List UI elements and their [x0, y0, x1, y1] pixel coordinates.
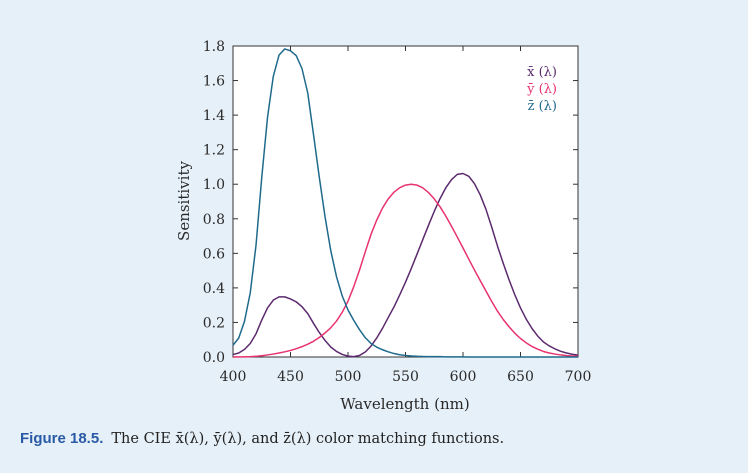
y-tick-label: 0.4	[203, 281, 225, 297]
series-line-2	[232, 183, 579, 358]
legend-entry-2: ȳ (λ)	[526, 82, 557, 97]
y-tick-label: 1.8	[203, 39, 225, 55]
plot-area	[232, 45, 579, 358]
x-tick-label: 500	[335, 369, 362, 385]
x-tick-label: 400	[220, 369, 247, 385]
x-tick-label: 550	[392, 369, 419, 385]
series-line-1	[232, 172, 579, 358]
y-tick-label: 1.6	[203, 74, 225, 90]
x-tick-label: 600	[450, 369, 477, 385]
caption-label: Figure 18.5.	[20, 430, 104, 447]
x-tick-label: 700	[565, 369, 592, 385]
x-tick-label: 450	[277, 369, 304, 385]
y-axis-title: Sensitivity	[175, 161, 193, 241]
x-axis-title: Wavelength (nm)	[340, 395, 469, 413]
series-line-3	[232, 48, 578, 358]
series-lines	[232, 48, 579, 358]
y-tick-label: 1.0	[203, 177, 225, 193]
y-tick-label: 0.0	[203, 350, 225, 366]
ticks: 400 450 500 550 600 650 700 0.0 0.2 0.4 0.6 0.8 1.0 1…	[203, 39, 592, 385]
y-tick-label: 1.2	[203, 143, 225, 159]
legend-entry-3: z̄ (λ)	[528, 99, 557, 114]
caption-text: The CIE x̄(λ), ȳ(λ), and z̄(λ) color mat…	[111, 431, 505, 447]
y-tick-label: 0.8	[203, 212, 225, 228]
y-tick-label: 1.4	[203, 108, 225, 124]
x-tick-label: 650	[507, 369, 534, 385]
y-tick-label: 0.6	[203, 246, 225, 262]
legend-entry-1: x̄ (λ)	[527, 65, 557, 80]
y-tick-label: 0.2	[203, 315, 225, 331]
figure-caption: Figure 18.5. The CIE x̄(λ), ȳ(λ), and z̄(…	[20, 430, 740, 447]
legend: x̄ (λ) ȳ (λ) z̄ (λ)	[526, 65, 557, 114]
